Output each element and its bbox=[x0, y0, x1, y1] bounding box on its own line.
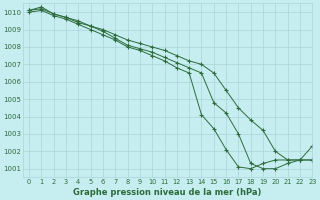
X-axis label: Graphe pression niveau de la mer (hPa): Graphe pression niveau de la mer (hPa) bbox=[73, 188, 262, 197]
